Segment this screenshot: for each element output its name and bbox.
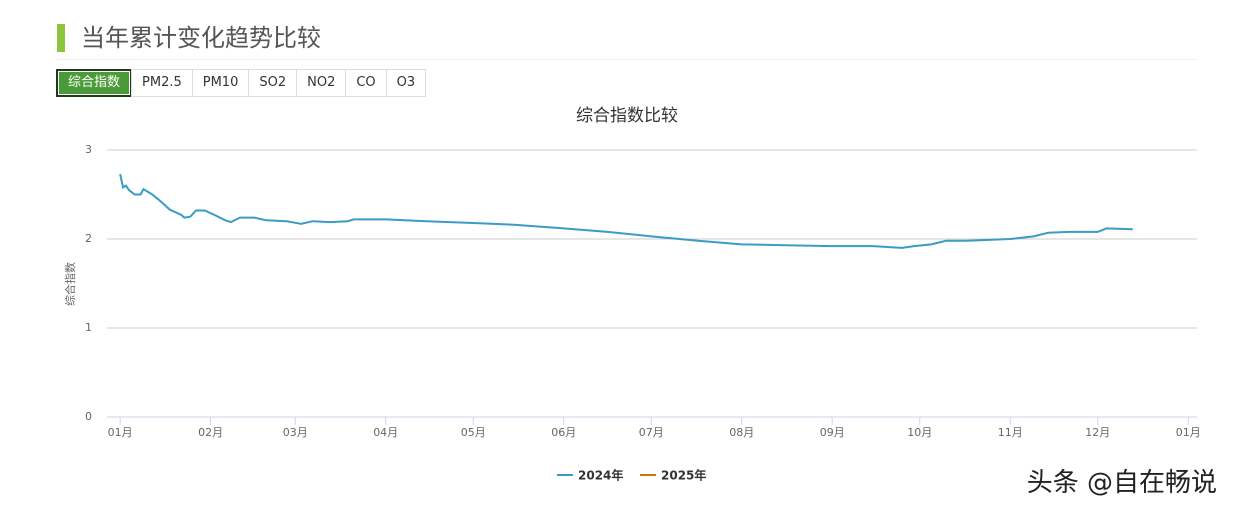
x-tick-label: 09月: [820, 426, 845, 439]
y-tick-label: 1: [85, 321, 92, 334]
x-tick-label: 03月: [283, 426, 308, 439]
x-tick-label: 11月: [998, 426, 1023, 439]
x-tick-label: 10月: [907, 426, 932, 439]
section-title: 当年累计变化趋势比较: [57, 24, 321, 52]
y-tick-label: 0: [85, 410, 92, 423]
legend-label: 2025年: [661, 468, 706, 483]
y-tick-label: 3: [85, 143, 92, 156]
x-tick-label: 08月: [729, 426, 754, 439]
x-tick-label: 05月: [461, 426, 486, 439]
x-tick-label: 12月: [1085, 426, 1110, 439]
divider: [57, 59, 1197, 60]
line-series: [119, 173, 1133, 249]
y-axis-label: 综合指数: [63, 262, 77, 306]
x-tick-label: 04月: [373, 426, 398, 439]
tab-bar: 综合指数 PM2.5 PM10 SO2 NO2 CO O3: [56, 69, 427, 97]
watermark: 头条 @自在畅说: [1026, 468, 1217, 498]
x-tick-label: 02月: [198, 426, 223, 439]
legend-label: 2024年: [578, 468, 623, 483]
x-tick-label: 07月: [639, 426, 664, 439]
x-tick-label: 01月: [108, 426, 133, 439]
x-tick-label: 06月: [551, 426, 576, 439]
tab[interactable]: O3: [385, 69, 427, 97]
chart-title: 综合指数比较: [576, 106, 678, 126]
x-tick-label: 01月: [1176, 426, 1201, 439]
tab[interactable]: 综合指数: [56, 69, 133, 97]
y-tick-label: 2: [85, 232, 92, 245]
